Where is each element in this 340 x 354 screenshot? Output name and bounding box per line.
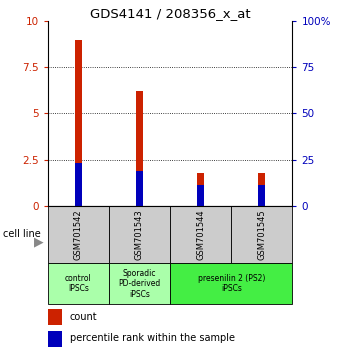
Bar (231, 206, 292, 263)
Bar (48, 331, 62, 347)
Text: Sporadic
PD-derived
iPSCs: Sporadic PD-derived iPSCs (118, 269, 160, 298)
Bar (48, 309, 62, 325)
Bar (197, 185, 204, 206)
Text: count: count (70, 312, 97, 322)
Bar (109, 206, 170, 263)
Text: percentile rank within the sample: percentile rank within the sample (70, 333, 235, 343)
Bar (74, 40, 82, 206)
Bar (136, 91, 143, 206)
Bar (136, 171, 143, 206)
Bar (170, 206, 231, 263)
Text: presenilin 2 (PS2)
iPSCs: presenilin 2 (PS2) iPSCs (198, 274, 265, 293)
Bar (258, 173, 266, 206)
Text: cell line: cell line (3, 229, 41, 239)
Bar (258, 185, 266, 206)
Bar (197, 173, 204, 206)
Text: GSM701542: GSM701542 (74, 209, 83, 259)
Bar (74, 163, 82, 206)
Bar (170, 263, 292, 304)
Bar (48, 263, 109, 304)
Text: GSM701544: GSM701544 (196, 209, 205, 259)
Text: control
IPSCs: control IPSCs (65, 274, 91, 293)
Text: GSM701545: GSM701545 (257, 209, 266, 259)
Bar (109, 263, 170, 304)
Title: GDS4141 / 208356_x_at: GDS4141 / 208356_x_at (90, 7, 250, 20)
Text: GSM701543: GSM701543 (135, 209, 144, 259)
Text: ▶: ▶ (34, 236, 44, 249)
Bar (48, 206, 109, 263)
